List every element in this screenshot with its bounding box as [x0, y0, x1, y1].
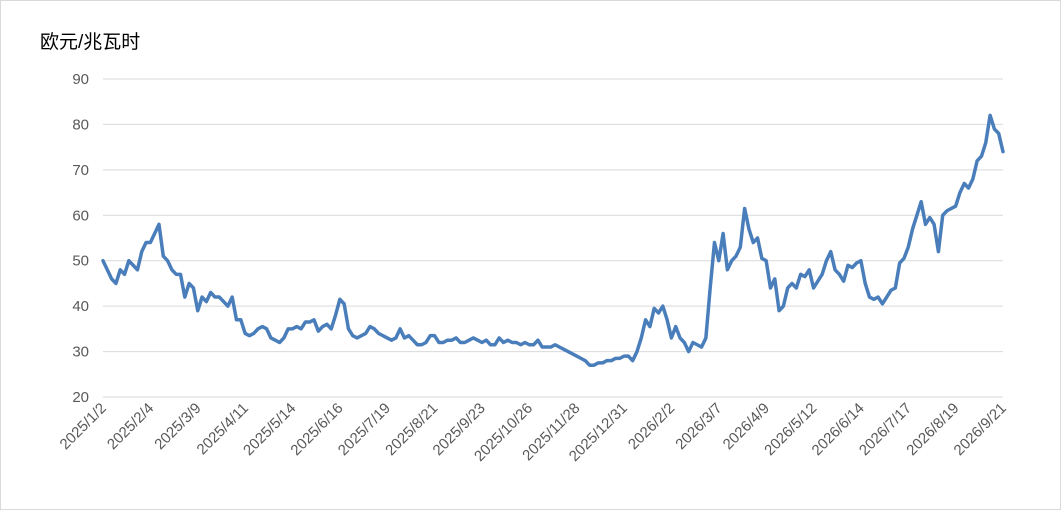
y-tick-label: 40	[72, 298, 89, 315]
y-tick-label: 70	[72, 162, 89, 179]
y-tick-label: 30	[72, 344, 89, 361]
line-series	[101, 113, 1005, 367]
y-tick-label: 90	[72, 71, 89, 88]
y-axis-title: 欧元/兆瓦时	[40, 31, 140, 53]
y-tick-label: 80	[72, 116, 89, 133]
y-tick-label: 20	[72, 389, 89, 406]
y-tick-label: 50	[72, 253, 89, 270]
y-tick-label: 60	[72, 207, 89, 224]
